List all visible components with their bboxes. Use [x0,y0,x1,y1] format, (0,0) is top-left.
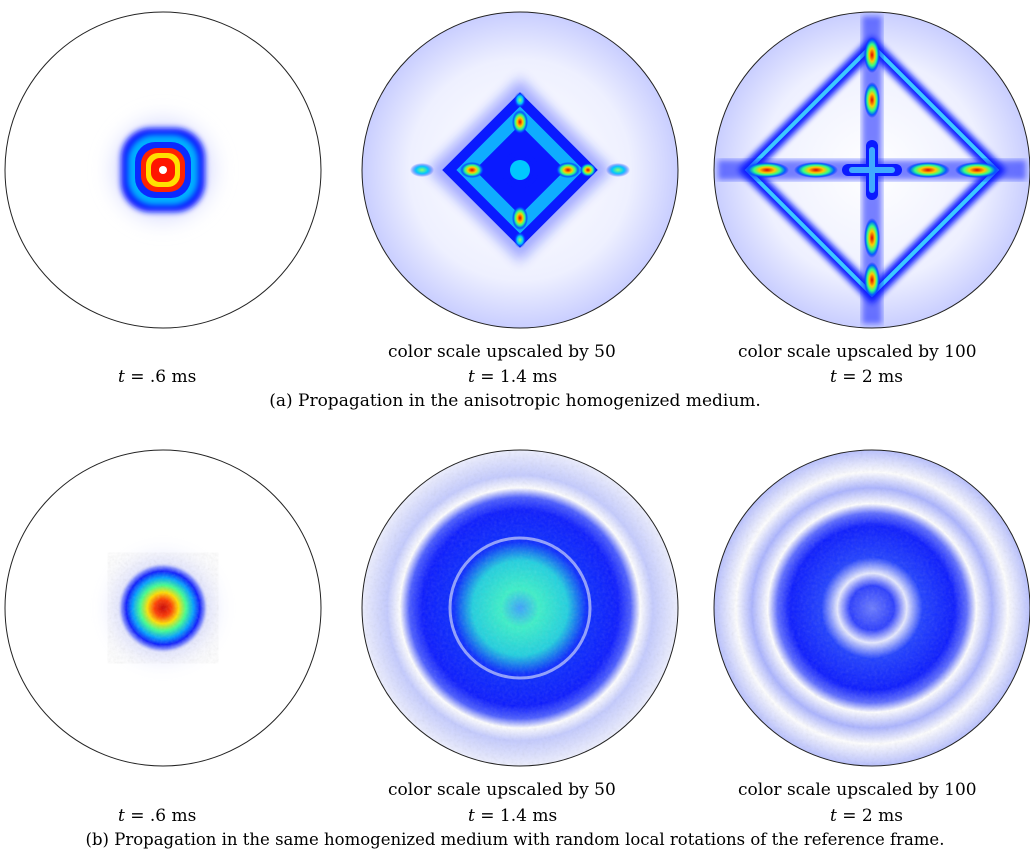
panel-b1-wave [3,448,323,768]
time-value: = 1.4 ms [480,367,558,387]
time-variable: t [118,806,125,826]
panel-b2-wave [360,448,680,768]
panel-b2-time: t = 1.4 ms [468,806,557,826]
panel-a1-wave [3,10,323,330]
time-variable: t [468,806,475,826]
panel-b3-time: t = 2 ms [830,806,903,826]
time-value: = 1.4 ms [480,806,558,826]
time-variable: t [468,367,475,387]
time-value: = .6 ms [130,806,197,826]
panel-a2-wave [360,10,680,330]
panel-b1-time: t = .6 ms [118,806,196,826]
panel-a1-time: t = .6 ms [118,367,196,387]
panel-a2-time: t = 1.4 ms [468,367,557,387]
panel-a3-time: t = 2 ms [830,367,903,387]
figure-a-caption: (a) Propagation in the anisotropic homog… [269,391,761,411]
figure-b-caption: (b) Propagation in the same homogenized … [85,830,945,849]
panel-b2-scale-note: color scale upscaled by 50 [388,780,616,800]
time-value: = 2 ms [842,806,903,826]
time-value: = .6 ms [130,367,197,387]
panel-a3-scale-note: color scale upscaled by 100 [738,342,977,362]
panel-a2-scale-note: color scale upscaled by 50 [388,342,616,362]
time-variable: t [118,367,125,387]
panel-b3-wave [712,448,1030,768]
time-value: = 2 ms [842,367,903,387]
panel-a3-wave [712,10,1030,330]
panel-b3-scale-note: color scale upscaled by 100 [738,780,977,800]
time-variable: t [830,806,837,826]
time-variable: t [830,367,837,387]
